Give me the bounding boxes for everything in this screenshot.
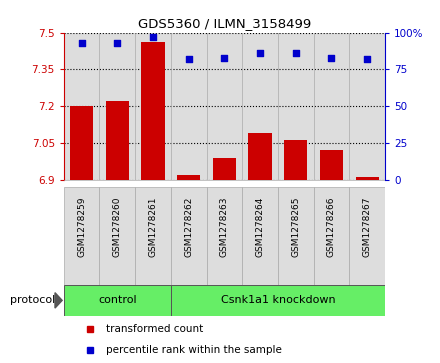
- Text: GSM1278267: GSM1278267: [363, 197, 372, 257]
- Point: [328, 55, 335, 61]
- Bar: [64, 33, 99, 180]
- Bar: [99, 33, 135, 180]
- Bar: [284, 140, 308, 180]
- Bar: [206, 187, 242, 285]
- Text: transformed count: transformed count: [106, 324, 203, 334]
- Bar: [171, 285, 385, 316]
- Text: GSM1278266: GSM1278266: [327, 197, 336, 257]
- Bar: [213, 158, 236, 180]
- Point: [78, 40, 85, 46]
- Bar: [171, 187, 206, 285]
- Bar: [64, 285, 171, 316]
- Bar: [314, 187, 349, 285]
- Text: protocol: protocol: [10, 295, 55, 305]
- Point: [221, 55, 228, 61]
- Bar: [242, 33, 278, 180]
- Text: percentile rank within the sample: percentile rank within the sample: [106, 345, 282, 355]
- Bar: [242, 187, 278, 285]
- Bar: [206, 33, 242, 180]
- Text: control: control: [98, 295, 137, 305]
- Polygon shape: [55, 293, 62, 308]
- Bar: [349, 187, 385, 285]
- Text: GSM1278263: GSM1278263: [220, 197, 229, 257]
- Text: GSM1278264: GSM1278264: [256, 197, 264, 257]
- Point: [292, 50, 299, 56]
- Text: GSM1278261: GSM1278261: [149, 197, 158, 257]
- Bar: [70, 106, 93, 180]
- Point: [363, 56, 370, 62]
- Text: GSM1278259: GSM1278259: [77, 197, 86, 257]
- Bar: [278, 33, 314, 180]
- Bar: [141, 42, 165, 180]
- Bar: [320, 150, 343, 180]
- Bar: [278, 187, 314, 285]
- Bar: [177, 175, 200, 180]
- Bar: [106, 101, 129, 180]
- Bar: [135, 33, 171, 180]
- Bar: [349, 33, 385, 180]
- Bar: [135, 187, 171, 285]
- Title: GDS5360 / ILMN_3158499: GDS5360 / ILMN_3158499: [138, 17, 311, 30]
- Bar: [99, 187, 135, 285]
- Bar: [171, 33, 206, 180]
- Text: GSM1278260: GSM1278260: [113, 197, 122, 257]
- Bar: [249, 133, 271, 180]
- Point: [185, 56, 192, 62]
- Text: Csnk1a1 knockdown: Csnk1a1 knockdown: [220, 295, 335, 305]
- Text: GSM1278262: GSM1278262: [184, 197, 193, 257]
- Bar: [356, 177, 379, 180]
- Bar: [64, 187, 99, 285]
- Point: [257, 50, 264, 56]
- Point: [150, 34, 157, 40]
- Point: [114, 40, 121, 46]
- Bar: [314, 33, 349, 180]
- Text: GSM1278265: GSM1278265: [291, 197, 300, 257]
